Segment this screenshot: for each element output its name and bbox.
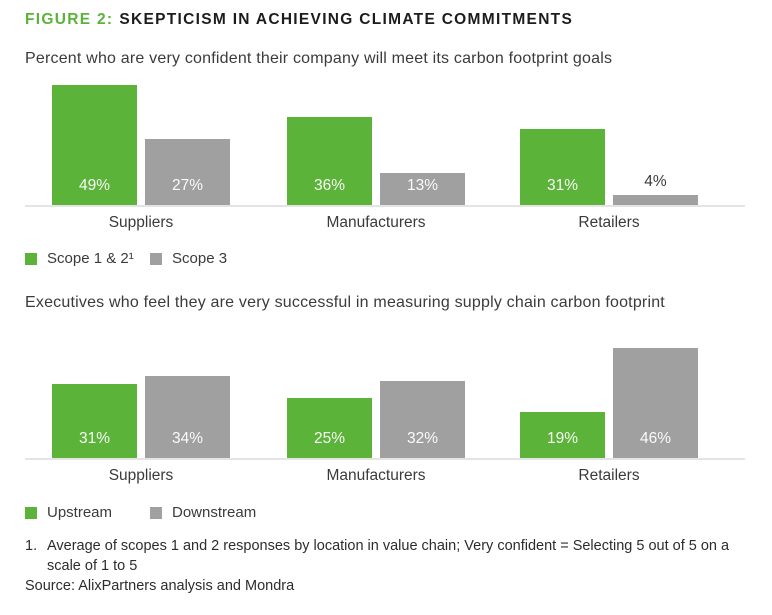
bar-scope-3-suppliers: 27% — [145, 139, 230, 205]
category-label-suppliers: Suppliers — [108, 214, 174, 231]
footnote-text: Average of scopes 1 and 2 responses by l… — [47, 538, 730, 574]
legend-label: Scope 1 & 2¹ — [47, 250, 134, 267]
footnote-1: 1. Average of scopes 1 and 2 responses b… — [25, 537, 753, 576]
notes-block: 1. Average of scopes 1 and 2 responses b… — [25, 537, 753, 597]
legend-label: Scope 3 — [172, 250, 228, 267]
chart1-legend: Scope 1 & 2¹ Scope 3 — [25, 250, 227, 267]
bar-value-label: 49% — [78, 177, 111, 194]
legend-swatch-green — [25, 506, 37, 519]
bar-value-label: 34% — [171, 430, 204, 447]
bar-upstream-manufacturers: 25% — [287, 398, 372, 458]
bar-value-label: 27% — [171, 177, 204, 194]
bar-group-manufacturers: 36% 13% — [287, 117, 465, 205]
bar-downstream-suppliers: 34% — [145, 376, 230, 458]
bar-value-label: 31% — [546, 177, 579, 194]
legend-item-scope-3: Scope 3 — [150, 250, 227, 267]
legend-item-downstream: Downstream — [150, 504, 256, 521]
bar-value-label: 36% — [313, 177, 346, 194]
bar-scope-1-2-retailers: 31% — [520, 129, 605, 205]
category-label-manufacturers: Manufacturers — [326, 467, 426, 484]
bar-upstream-retailers: 19% — [520, 412, 605, 458]
bar-value-label: 32% — [406, 430, 439, 447]
bar-value-label: 25% — [313, 430, 346, 447]
chart2-legend: Upstream Downstream — [25, 504, 256, 521]
chart1-category-axis: Suppliers Manufacturers Retailers — [25, 214, 745, 234]
figure-title: FIGURE 2: SKEPTICISM IN ACHIEVING CLIMATE… — [25, 11, 573, 29]
bar-scope-3-manufacturers: 13% — [380, 173, 465, 205]
bar-group-suppliers: 31% 34% — [52, 376, 230, 458]
legend-item-upstream: Upstream — [25, 504, 150, 521]
bar-scope-3-retailers: 4% — [613, 173, 698, 205]
category-label-suppliers: Suppliers — [108, 467, 174, 484]
legend-swatch-green — [25, 252, 37, 265]
bar-value-label: 31% — [78, 430, 111, 447]
footnote-marker: 1. — [25, 538, 38, 554]
category-label-retailers: Retailers — [578, 467, 640, 484]
bar-group-suppliers: 49% 27% — [52, 85, 230, 205]
category-label-retailers: Retailers — [578, 214, 640, 231]
legend-swatch-gray — [150, 252, 162, 265]
chart2-subtitle: Executives who feel they are very succes… — [25, 294, 665, 311]
category-label-manufacturers: Manufacturers — [326, 214, 426, 231]
legend-label: Upstream — [47, 504, 113, 521]
bar-value-label: 19% — [546, 430, 579, 447]
chart2-category-axis: Suppliers Manufacturers Retailers — [25, 467, 745, 487]
bar-scope-1-2-manufacturers: 36% — [287, 117, 372, 205]
chart1-plot-area: 49% 27% 36% 13% 31% 4% — [25, 82, 745, 207]
legend-item-scope-1-2: Scope 1 & 2¹ — [25, 250, 150, 267]
bar-value-label: 46% — [639, 430, 672, 447]
bar-group-manufacturers: 25% 32% — [287, 381, 465, 458]
legend-swatch-gray — [150, 506, 162, 519]
bar-downstream-manufacturers: 32% — [380, 381, 465, 458]
bar-scope-1-2-suppliers: 49% — [52, 85, 137, 205]
source-line: Source: AlixPartners analysis and Mondra — [25, 578, 295, 594]
bar-upstream-suppliers: 31% — [52, 384, 137, 458]
bar-value-label: 4% — [644, 173, 667, 190]
figure-number-label: FIGURE 2: — [25, 11, 114, 28]
figure-title-text: SKEPTICISM IN ACHIEVING CLIMATE COMMITME… — [119, 11, 574, 28]
legend-label: Downstream — [172, 504, 257, 521]
chart1-subtitle: Percent who are very confident their com… — [25, 50, 613, 67]
chart2-plot-area: 31% 34% 25% 32% 19% 46% — [25, 345, 745, 460]
bar-value-label: 13% — [406, 177, 439, 194]
bar-downstream-retailers: 46% — [613, 348, 698, 458]
bar-group-retailers: 19% 46% — [520, 348, 698, 458]
bar-group-retailers: 31% 4% — [520, 129, 698, 205]
